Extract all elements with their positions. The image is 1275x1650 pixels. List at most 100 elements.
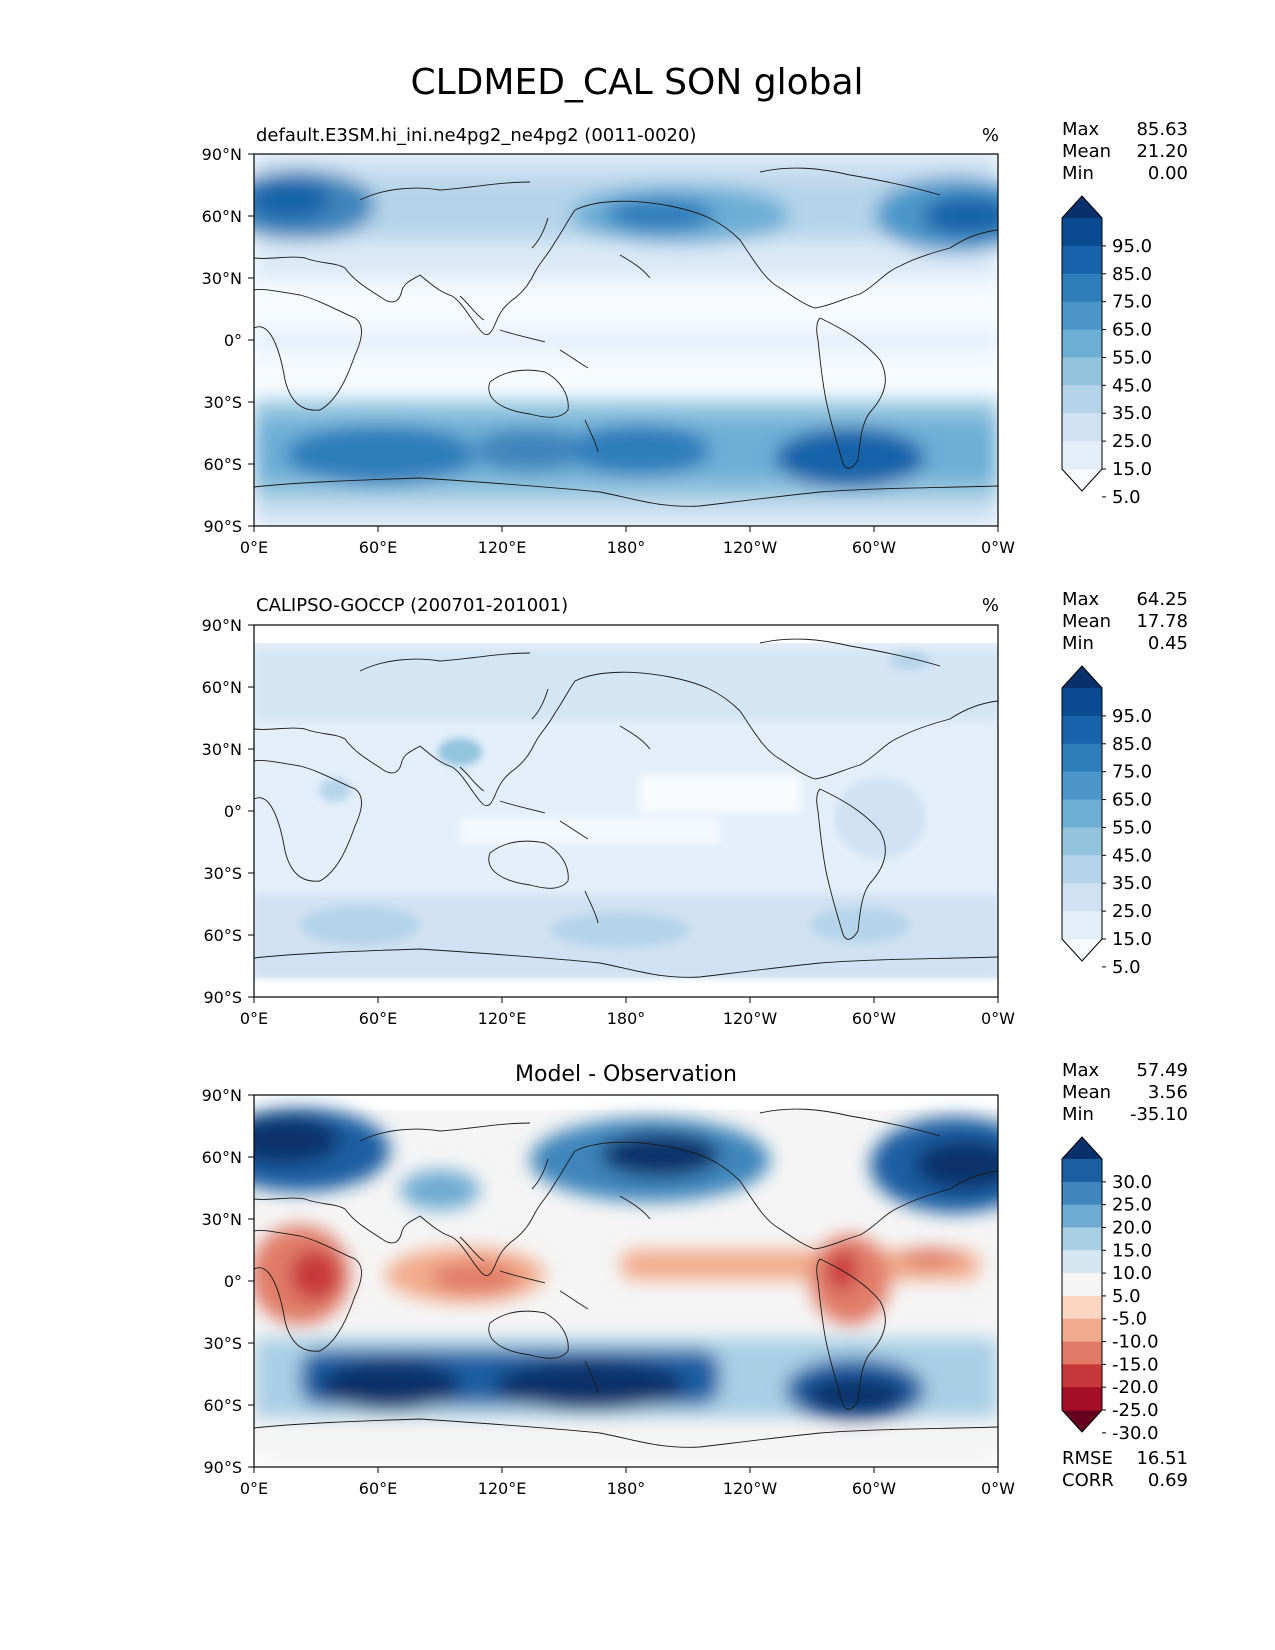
stat-value-mean: 17.78 xyxy=(1136,611,1188,632)
x-tick-label: 0°E xyxy=(240,1009,268,1028)
y-tick-label: 60°N xyxy=(202,678,242,697)
colorbar-segment xyxy=(1062,1387,1102,1411)
colorbar-tick-label: -15.0 xyxy=(1112,1354,1159,1375)
colorbar-segment xyxy=(1062,1273,1102,1297)
colorbar-tick-label: 5.0 xyxy=(1112,957,1141,978)
colorbar-tick-label: 45.0 xyxy=(1112,845,1152,866)
stats-block-1: Max 85.63 Mean 21.20 Min 0.00 xyxy=(1062,119,1188,184)
panel-1-left-title: default.E3SM.hi_ini.ne4pg2_ne4pg2 (0011-… xyxy=(256,125,696,146)
colorbar-extension-top xyxy=(1062,666,1102,688)
colorbar-segment xyxy=(1062,855,1102,884)
y-tick-label: 0° xyxy=(224,802,242,821)
panel-3: Model - Observation xyxy=(202,1060,1188,1498)
colorbar-3: 30.025.020.015.010.05.0-5.0-10.0-15.0-20… xyxy=(1061,1136,1159,1444)
stat-label-max: Max xyxy=(1062,119,1100,140)
colorbar-tick-label: 55.0 xyxy=(1112,817,1152,838)
y-tick-label: 90°N xyxy=(202,616,242,635)
x-axis-3: 0°E 60°E 120°E 180° 120°W 60°W 0°W xyxy=(240,1467,1015,1498)
y-tick-label: 90°S xyxy=(203,988,242,1007)
stat-value-min: 0.00 xyxy=(1148,163,1188,184)
footer-stats-3: RMSE 16.51 CORR 0.69 xyxy=(1062,1448,1188,1491)
colorbar-tick-label: 5.0 xyxy=(1112,487,1141,508)
colorbar-tick-label: 85.0 xyxy=(1112,734,1152,755)
coastlines-3 xyxy=(254,1108,998,1448)
colorbar-segment xyxy=(1062,771,1102,801)
colorbar-segment xyxy=(1062,441,1102,470)
colorbar-segment xyxy=(1062,1159,1102,1183)
panel-2-units: % xyxy=(982,595,999,616)
colorbar-segment xyxy=(1062,1364,1102,1388)
map-field-3 xyxy=(254,1095,998,1467)
colorbar-segment xyxy=(1062,883,1102,912)
colorbar-tick-label: 55.0 xyxy=(1112,347,1152,368)
colorbar-segment xyxy=(1062,385,1102,414)
y-tick-label: 30°N xyxy=(202,740,242,759)
panel-1-units: % xyxy=(982,125,999,146)
y-tick-label: 90°N xyxy=(202,1086,242,1105)
colorbar-tick-label: -20.0 xyxy=(1112,1377,1159,1398)
stat-value-min: 0.45 xyxy=(1148,633,1188,654)
x-tick-label: 120°W xyxy=(723,1479,778,1498)
stat-value-mean: 3.56 xyxy=(1148,1082,1188,1103)
colorbar-tick-label: 65.0 xyxy=(1112,320,1152,341)
colorbar-extension-top xyxy=(1062,196,1102,218)
stat-label-min: Min xyxy=(1062,163,1094,184)
x-tick-label: 120°E xyxy=(478,538,527,557)
stat-value-max: 57.49 xyxy=(1136,1060,1188,1081)
x-tick-label: 120°W xyxy=(723,1009,778,1028)
colorbar-segment xyxy=(1062,1227,1102,1251)
y-tick-label: 60°N xyxy=(202,207,242,226)
stat-label-min: Min xyxy=(1062,633,1094,654)
colorbar-segment xyxy=(1062,911,1102,940)
y-tick-label: 90°N xyxy=(202,145,242,164)
stat-value-max: 85.63 xyxy=(1136,119,1188,140)
colorbar-1: 95.0 85.0 75.0 65.0 55.0 45.0 35.0 25.0 15.0 5.0 xyxy=(1061,195,1152,508)
stat-label-max: Max xyxy=(1062,589,1100,610)
stat-label-max: Max xyxy=(1062,1060,1100,1081)
stat-label-rmse: RMSE xyxy=(1062,1448,1113,1469)
coastlines-1 xyxy=(254,167,998,507)
colorbar-tick-label: 15.0 xyxy=(1112,1240,1152,1261)
x-tick-label: 180° xyxy=(607,1009,646,1028)
panel-1: default.E3SM.hi_ini.ne4pg2_ne4pg2 (0011-… xyxy=(202,119,1188,557)
colorbar-tick-label: 25.0 xyxy=(1112,431,1152,452)
figure-title: CLDMED_CAL SON global xyxy=(410,62,863,103)
coastlines-2 xyxy=(254,638,998,978)
colorbar-tick-label: -30.0 xyxy=(1112,1423,1159,1444)
colorbar-tick-label: 15.0 xyxy=(1112,459,1152,480)
y-tick-label: 60°N xyxy=(202,1148,242,1167)
colorbar-tick-label: 45.0 xyxy=(1112,375,1152,396)
colorbar-segment xyxy=(1062,1341,1102,1365)
x-tick-label: 120°W xyxy=(723,538,778,557)
colorbar-tick-label: 75.0 xyxy=(1112,292,1152,313)
x-tick-label: 0°W xyxy=(981,1479,1015,1498)
x-tick-label: 0°W xyxy=(981,1009,1015,1028)
y-tick-label: 90°S xyxy=(203,517,242,536)
colorbar-tick-label: -5.0 xyxy=(1112,1309,1147,1330)
colorbar-extension-bottom xyxy=(1062,939,1102,961)
y-axis-2: 90°N 60°N 30°N 0° 30°S 60°S 90°S xyxy=(202,616,254,1007)
x-tick-label: 180° xyxy=(607,1479,646,1498)
colorbar-tick-label: 5.0 xyxy=(1112,1286,1141,1307)
colorbar-segment xyxy=(1062,1318,1102,1343)
x-tick-label: 180° xyxy=(607,538,646,557)
x-tick-label: 60°W xyxy=(852,1009,896,1028)
stats-block-3: Max 57.49 Mean 3.56 Min -35.10 xyxy=(1062,1060,1188,1125)
x-axis-2: 0°E 60°E 120°E 180° 120°W 60°W 0°W xyxy=(240,997,1015,1028)
x-tick-label: 60°W xyxy=(852,1479,896,1498)
colorbar-tick-label: 25.0 xyxy=(1112,901,1152,922)
x-tick-label: 60°E xyxy=(359,538,397,557)
x-tick-label: 0°W xyxy=(981,538,1015,557)
colorbar-segment xyxy=(1062,688,1102,717)
stat-label-mean: Mean xyxy=(1062,1082,1111,1103)
colorbar-tick-label: 85.0 xyxy=(1112,264,1152,285)
x-axis-1: 0°E 60°E 120°E 180° 120°W 60°W 0°W xyxy=(240,526,1015,557)
stat-label-min: Min xyxy=(1062,1104,1094,1125)
panel-3-center-title: Model - Observation xyxy=(515,1062,737,1087)
y-tick-label: 90°S xyxy=(203,1458,242,1477)
colorbar-segment xyxy=(1062,799,1102,828)
colorbar-2: 95.0 85.0 75.0 65.0 55.0 45.0 35.0 25.0 15.0 5.0 xyxy=(1061,665,1152,978)
x-tick-label: 60°E xyxy=(359,1479,397,1498)
y-tick-label: 60°S xyxy=(203,455,242,474)
stat-value-max: 64.25 xyxy=(1136,589,1188,610)
